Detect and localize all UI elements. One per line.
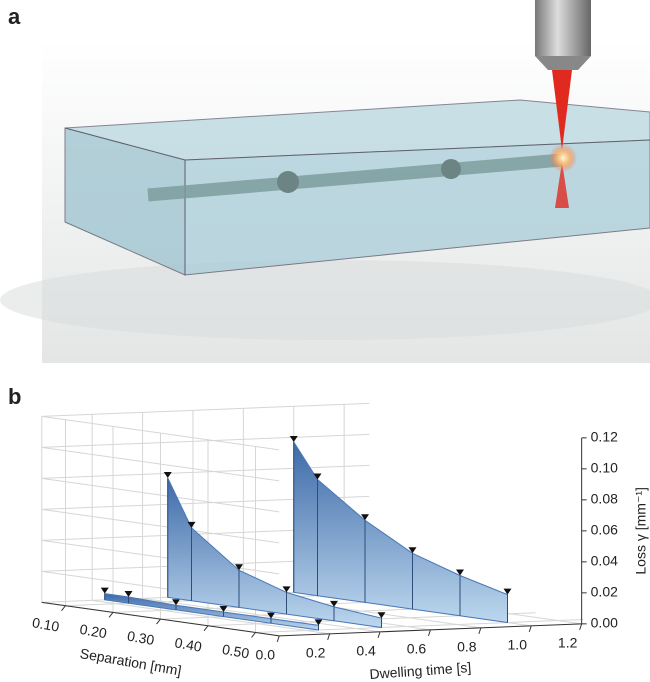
chart: 0.00 0.02 0.04 0.06 0.08 0.10 0.12 0.10 0.20 0.30…: [31, 402, 648, 682]
x-axis-label: Separation [mm]: [79, 645, 183, 679]
grid-line: [41, 402, 370, 417]
marker: [282, 586, 291, 593]
y-tick-label: 0.4: [356, 643, 376, 659]
tick-mark: [478, 627, 482, 635]
y-tick-label: 1.0: [508, 637, 528, 653]
tick-mark: [579, 623, 583, 631]
marker: [172, 599, 180, 606]
marker: [361, 514, 369, 521]
marker: [408, 547, 417, 554]
illustration: [0, 0, 650, 363]
marker: [163, 472, 172, 478]
z-tick-label: 0.04: [591, 553, 618, 569]
grid-line: [41, 464, 370, 479]
tick-mark: [528, 625, 532, 633]
x-tick-label: 0.30: [126, 628, 156, 649]
y-tick-label: 0.0: [256, 647, 276, 663]
y-tick-label: 0.2: [306, 645, 326, 661]
z-tick-label: 0.02: [591, 584, 618, 600]
marker: [289, 436, 298, 442]
z-tick-label: 0.10: [591, 460, 618, 476]
z-tick-label: 0.06: [591, 522, 618, 538]
marker: [187, 521, 196, 528]
marker: [330, 600, 338, 607]
y-axis-label: Dwelling time [s]: [369, 659, 472, 682]
marker: [314, 619, 323, 626]
tick-mark: [377, 631, 381, 639]
x-tick-label: 0.20: [78, 621, 108, 642]
panel-label: b: [8, 384, 21, 409]
marker: [219, 605, 228, 612]
marker: [503, 588, 512, 595]
ribbon: [293, 440, 508, 624]
marker: [456, 569, 464, 576]
x-tick-label: 0.10: [31, 614, 61, 635]
x-tick-label: 0.40: [173, 634, 203, 655]
grid-line: [255, 619, 584, 633]
marker: [100, 587, 109, 594]
y-tick-label: 0.8: [457, 639, 477, 655]
z-axis-label: Loss γ [mm⁻¹]: [632, 487, 648, 575]
tick-mark: [203, 625, 209, 632]
tick-mark: [276, 635, 280, 643]
tick-mark: [327, 633, 331, 641]
tick-mark: [61, 605, 66, 612]
panel-label: a: [8, 4, 21, 29]
marker: [124, 591, 133, 597]
y-tick-label: 1.2: [558, 635, 578, 651]
z-tick-label: 0.12: [591, 429, 618, 445]
marker: [235, 564, 243, 571]
marker: [267, 612, 275, 619]
tick-mark: [427, 629, 431, 637]
tick-mark: [108, 612, 114, 618]
tick-mark: [156, 618, 161, 625]
z-tick-label: 0.00: [591, 615, 618, 631]
x-tick-label: 0.50: [221, 641, 251, 662]
marker: [313, 473, 322, 480]
tick-mark: [251, 632, 256, 638]
z-tick-label: 0.08: [591, 491, 618, 507]
grid-line: [41, 433, 370, 448]
marker: [377, 612, 386, 619]
y-tick-label: 0.6: [407, 641, 427, 657]
